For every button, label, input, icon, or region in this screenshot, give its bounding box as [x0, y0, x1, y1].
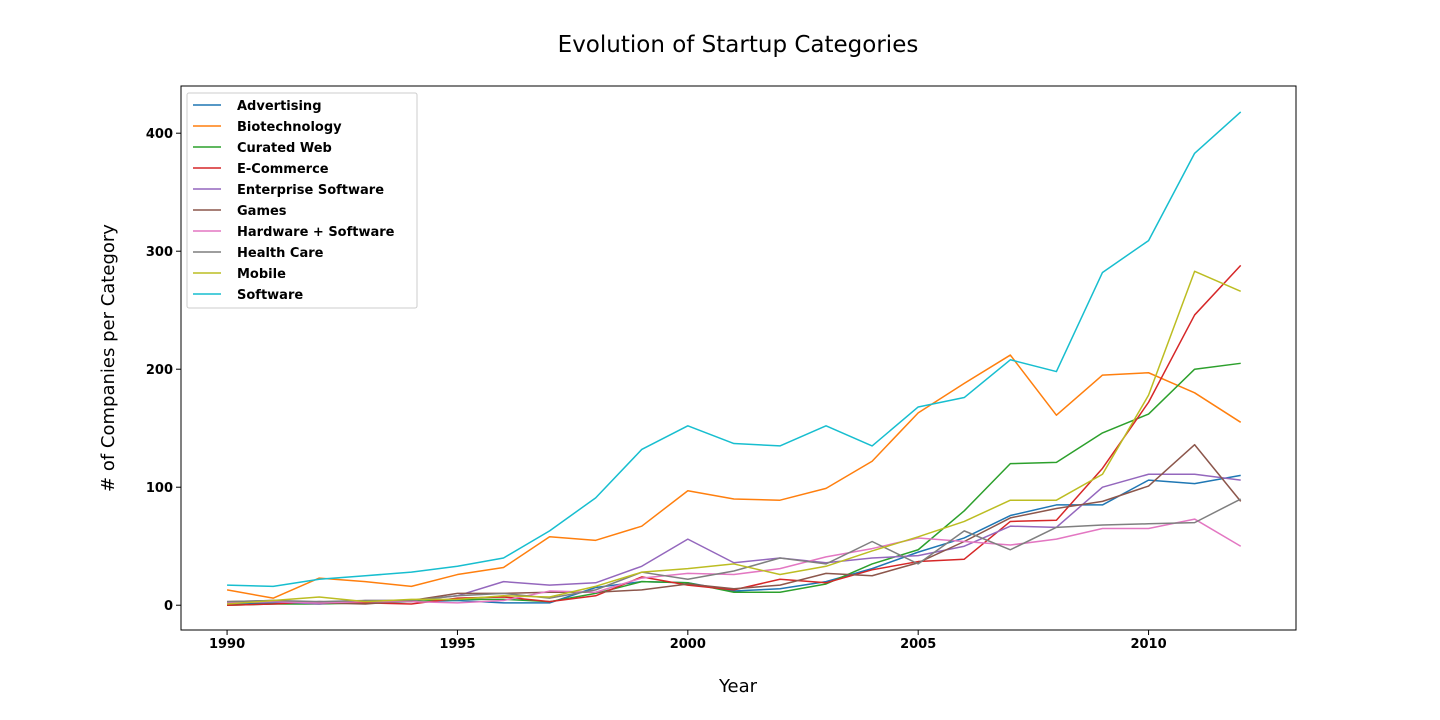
y-tick-label: 0 — [164, 599, 173, 614]
x-tick-label: 1990 — [209, 637, 245, 652]
series-line-software — [227, 111, 1242, 588]
legend-label: E-Commerce — [237, 162, 329, 177]
legend-label: Health Care — [237, 246, 324, 261]
x-tick-label: 1995 — [439, 637, 475, 652]
y-axis-title: # of Companies per Category — [98, 224, 119, 492]
series-line-advertising — [227, 474, 1241, 605]
legend-label: Software — [237, 288, 303, 303]
legend-label: Biotechnology — [237, 120, 342, 135]
plot-frame — [180, 85, 1297, 631]
series-line-hardware-software — [227, 518, 1242, 604]
series-line-enterprise-software — [227, 473, 1241, 605]
y-tick-label: 100 — [146, 481, 173, 496]
y-tick-label: 400 — [146, 127, 173, 142]
legend-label: Advertising — [237, 99, 322, 114]
series-line-mobile — [227, 270, 1242, 605]
legend-label: Mobile — [237, 267, 286, 282]
legend-box — [186, 92, 418, 309]
legend-label: Curated Web — [237, 141, 332, 156]
legend-label: Hardware + Software — [237, 225, 395, 240]
chart-title: Evolution of Startup Categories — [558, 32, 919, 58]
y-axis: 0 100 200 300 400 — [146, 127, 181, 614]
x-axis-title: Year — [718, 676, 758, 697]
y-tick-label: 300 — [146, 245, 173, 260]
y-tick-label: 200 — [146, 363, 173, 378]
x-tick-label: 2010 — [1130, 637, 1166, 652]
series-line-health-care — [227, 498, 1242, 603]
series-line-biotechnology — [226, 354, 1242, 599]
x-tick-label: 2005 — [900, 637, 936, 652]
legend-label: Enterprise Software — [237, 183, 384, 198]
legend: Advertising Biotechnology Curated Web E-Com… — [186, 92, 418, 309]
series-line-e-commerce — [227, 264, 1242, 606]
x-axis: 1990 1995 2000 2005 2010 — [209, 630, 1167, 652]
series-layer — [226, 111, 1242, 606]
x-tick-label: 2000 — [670, 637, 706, 652]
legend-label: Games — [237, 204, 287, 219]
series-line-games — [227, 443, 1242, 605]
